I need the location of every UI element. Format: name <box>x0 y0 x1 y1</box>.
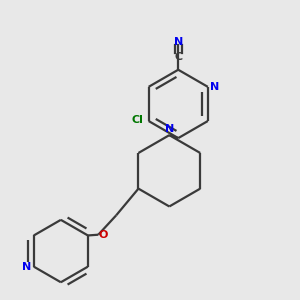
Text: N: N <box>22 262 31 272</box>
Text: C: C <box>174 52 182 62</box>
Text: N: N <box>210 82 219 92</box>
Text: N: N <box>174 37 183 46</box>
Text: Cl: Cl <box>131 115 143 124</box>
Text: N: N <box>165 124 174 134</box>
Text: O: O <box>99 230 108 240</box>
